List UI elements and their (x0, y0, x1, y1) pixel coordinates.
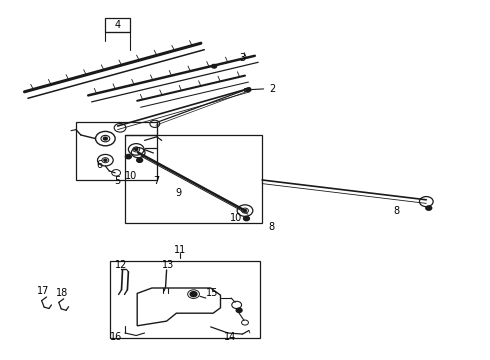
Circle shape (244, 210, 246, 212)
Circle shape (135, 148, 138, 150)
Text: 2: 2 (269, 84, 275, 94)
Text: 16: 16 (110, 332, 122, 342)
Bar (76, 122, 157, 180)
Circle shape (426, 206, 432, 210)
Text: 10: 10 (125, 171, 137, 181)
Text: 9: 9 (176, 188, 182, 198)
Text: 12: 12 (115, 260, 127, 270)
Circle shape (137, 158, 143, 162)
Text: 7: 7 (153, 176, 159, 186)
Text: 14: 14 (224, 332, 236, 342)
Text: 8: 8 (268, 222, 274, 232)
Text: 13: 13 (162, 260, 174, 270)
Text: 15: 15 (205, 288, 218, 298)
Text: 5: 5 (115, 176, 121, 186)
Circle shape (212, 64, 217, 68)
Circle shape (103, 137, 107, 140)
Bar (110, 261, 260, 338)
Text: 17: 17 (37, 286, 49, 296)
Circle shape (125, 154, 131, 159)
Circle shape (104, 159, 107, 161)
Text: 8: 8 (394, 206, 400, 216)
Circle shape (244, 216, 249, 221)
Text: 3: 3 (240, 53, 245, 63)
Text: 18: 18 (56, 288, 69, 298)
Circle shape (236, 308, 242, 312)
Bar (244, 88, 249, 91)
Circle shape (190, 292, 197, 297)
Bar (105, 18, 130, 32)
Text: 10: 10 (230, 213, 242, 223)
Text: 11: 11 (174, 245, 186, 255)
Text: 4: 4 (115, 20, 121, 30)
Text: 6: 6 (97, 159, 102, 170)
Circle shape (246, 88, 251, 91)
